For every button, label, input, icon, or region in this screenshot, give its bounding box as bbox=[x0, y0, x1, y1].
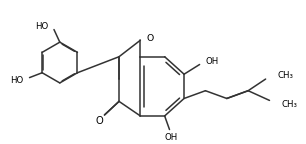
Text: HO: HO bbox=[35, 22, 48, 31]
Text: CH₃: CH₃ bbox=[281, 100, 297, 109]
Text: OH: OH bbox=[165, 133, 178, 142]
Text: O: O bbox=[146, 34, 153, 43]
Text: CH₃: CH₃ bbox=[277, 71, 293, 80]
Text: HO: HO bbox=[10, 76, 24, 85]
Text: OH: OH bbox=[206, 57, 219, 66]
Text: O: O bbox=[96, 116, 103, 126]
